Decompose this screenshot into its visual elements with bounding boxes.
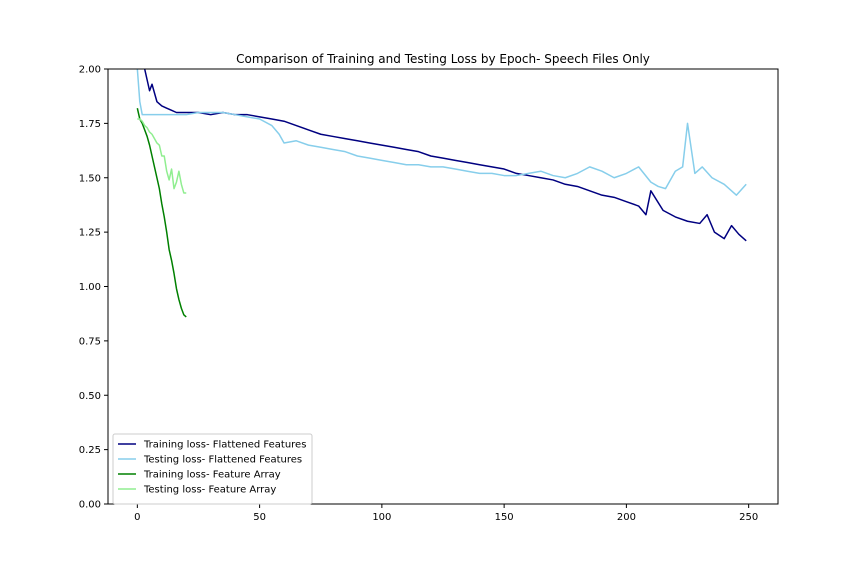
- legend-label: Training loss- Flattened Features: [143, 440, 306, 451]
- y-tick-label: 0.75: [79, 336, 101, 347]
- y-tick-label: 1.75: [79, 119, 101, 130]
- x-axis: 0 50 100 150 200 250: [134, 504, 758, 523]
- legend-label: Training loss- Feature Array: [143, 470, 281, 481]
- x-tick-label: 0: [134, 512, 140, 523]
- legend: Training loss- Flattened Features Testing…: [112, 433, 313, 505]
- legend-label: Testing loss- Feature Array: [143, 485, 276, 496]
- legend-label: Testing loss- Flattened Features: [143, 455, 302, 466]
- y-tick-label: 1.25: [79, 228, 101, 239]
- y-tick-label: 1.00: [79, 282, 101, 293]
- series-line-1: [143, 69, 747, 242]
- y-tick-label: 0.25: [79, 445, 101, 456]
- legend-box: [112, 433, 313, 505]
- y-tick-label: 0.50: [79, 391, 101, 402]
- x-tick-label: 250: [739, 512, 758, 523]
- series-line-3: [136, 107, 187, 318]
- x-tick-label: 100: [372, 512, 391, 523]
- y-axis: 0.00 0.25 0.50 0.75 1.00 1.25 1.50 1.75 2.00: [79, 65, 108, 511]
- series-line-2: [136, 69, 747, 196]
- x-tick-label: 150: [495, 512, 514, 523]
- x-tick-label: 200: [617, 512, 636, 523]
- chart-title: Comparison of Training and Testing Loss …: [236, 52, 650, 66]
- y-tick-label: 2.00: [79, 65, 101, 76]
- series-layer: [136, 69, 747, 318]
- series-line-4: [137, 118, 187, 194]
- x-tick-label: 50: [253, 512, 266, 523]
- y-tick-label: 0.00: [79, 500, 101, 511]
- y-tick-label: 1.50: [79, 173, 101, 184]
